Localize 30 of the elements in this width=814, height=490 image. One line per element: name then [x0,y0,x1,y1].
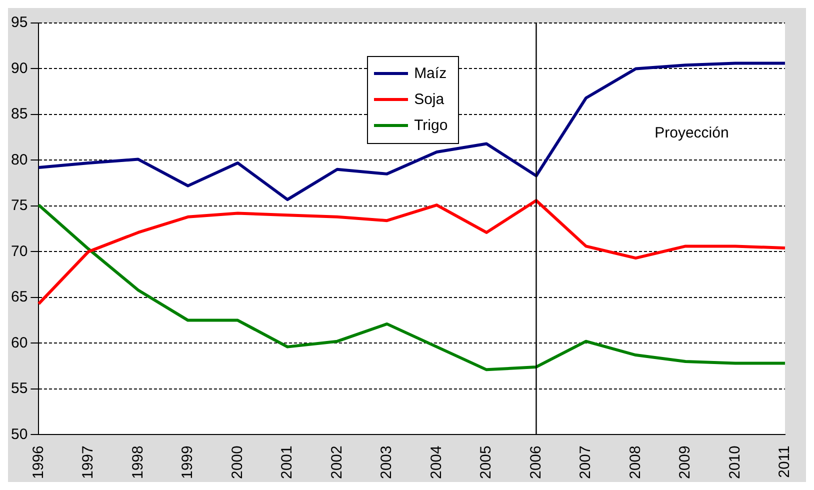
y-tick-label: 55 [10,380,28,398]
x-tick-label: 2000 [228,446,246,480]
y-tick-label: 65 [10,288,28,306]
x-tick-label: 2009 [676,446,694,480]
legend-label: Maíz [414,65,447,82]
x-tick-label: 2004 [428,446,445,480]
x-tick-label: 2002 [328,446,346,480]
x-tick-label: 2003 [378,446,396,480]
x-tick-label: 1996 [30,446,47,480]
legend-label: Soja [414,91,444,108]
y-tick-label: 80 [10,151,28,168]
x-tick-label: 1997 [80,446,97,480]
y-tick-label: 95 [10,14,28,32]
x-tick-label: 2010 [726,446,744,480]
legend-label: Trigo [414,117,448,134]
annotation: Proyección [654,124,729,142]
x-tick-label: 2006 [527,446,544,480]
y-tick-label: 85 [10,106,28,123]
y-tick-label: 70 [10,242,28,260]
x-tick-label: 2007 [577,446,594,480]
y-tick-label: 50 [10,426,28,443]
x-tick-label: 2008 [626,446,644,480]
x-tick-label: 2001 [278,446,296,480]
y-tick-label: 60 [10,334,28,352]
x-tick-label: 2011 [776,446,794,478]
x-tick-label: 1999 [179,446,196,480]
x-tick-label: 2005 [478,446,495,480]
y-tick-label: 75 [10,197,28,214]
x-tick-label: 1998 [129,446,146,480]
y-tick-label: 90 [10,60,28,77]
